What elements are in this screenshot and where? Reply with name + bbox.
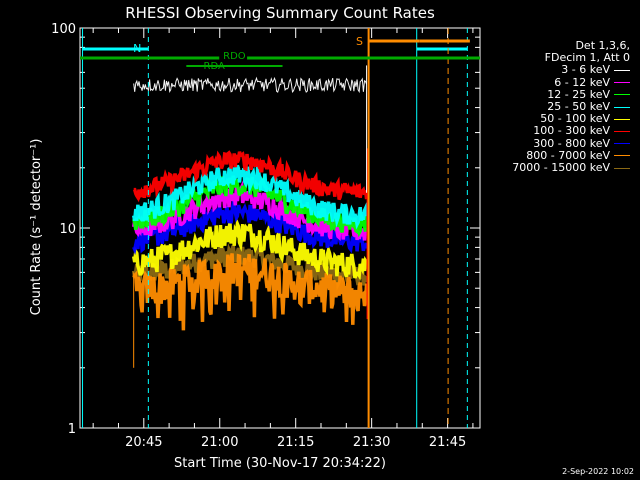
y-axis-label: Count Rate (s⁻¹ detector⁻¹): [29, 139, 44, 316]
legend-item: 300 - 800 keV: [512, 136, 630, 150]
legend-item-swatch: [614, 130, 630, 132]
legend-item: 100 - 300 keV: [512, 125, 630, 137]
legend-item: 7000 - 15000 keV: [512, 161, 630, 175]
rdo-gap: [219, 56, 248, 60]
legend-item-label: 800 - 7000 keV: [526, 148, 610, 162]
legend-item-swatch: [614, 82, 630, 84]
legend-item-label: 6 - 12 keV: [554, 75, 610, 89]
series-line: [132, 199, 369, 256]
legend-item-label: 25 - 50 keV: [547, 100, 610, 114]
rda-label: RDA: [204, 61, 225, 72]
legend-item-label: 50 - 100 keV: [540, 112, 610, 126]
legend-item-swatch: [614, 94, 630, 96]
chart-title: RHESSI Observing Summary Count Rates: [125, 4, 435, 22]
series-line: [133, 150, 369, 203]
x-axis-label: Start Time (30-Nov-17 20:34:22): [174, 456, 386, 471]
y-tick-label: 1: [68, 422, 76, 437]
legend-item-swatch: [614, 155, 630, 157]
legend-header-2: FDecim 1, Att 0: [544, 51, 630, 65]
series-line: [132, 253, 369, 331]
legend-item: 25 - 50 keV: [512, 100, 630, 114]
footer-date: 2-Sep-2022 10:02: [562, 467, 634, 476]
legend-rows: 3 - 6 keV 6 - 12 keV 12 - 25 keV 25 - 50 ke…: [512, 64, 630, 174]
legend-item-swatch: [614, 167, 630, 169]
data-layer: [131, 65, 369, 368]
legend-item: 12 - 25 keV: [512, 87, 630, 101]
legend-item-label: 7000 - 15000 keV: [512, 161, 610, 175]
legend-item: 800 - 7000 keV: [512, 148, 630, 162]
legend-item: 50 - 100 keV: [512, 113, 630, 125]
x-tick-label: 21:15: [277, 435, 314, 450]
y-tick-label: 100: [51, 22, 76, 37]
legend-item-label: 12 - 25 keV: [547, 87, 610, 101]
saa-label: S: [356, 35, 363, 48]
series-line: [131, 217, 369, 281]
legend-item-swatch: [614, 143, 630, 145]
legend-header-1: Det 1,3,6,: [575, 39, 630, 52]
y-tick-label: 10: [59, 222, 76, 237]
legend-item: 3 - 6 keV: [512, 64, 630, 76]
legend-item-label: 300 - 800 keV: [533, 136, 610, 150]
series-line: [133, 76, 368, 94]
legend-item-swatch: [614, 106, 630, 108]
rdo-label: RDO: [223, 51, 246, 62]
legend-item-label: 100 - 300 keV: [533, 124, 610, 138]
x-tick-label: 21:45: [429, 435, 466, 450]
legend-item-swatch: [614, 69, 630, 71]
legend-item-swatch: [614, 118, 630, 120]
series-line: [131, 164, 369, 230]
x-tick-label: 21:30: [353, 435, 390, 450]
legend: Det 1,3,6, FDecim 1, Att 0 3 - 6 keV 6 - …: [512, 39, 630, 174]
x-tick-label: 21:00: [201, 435, 238, 450]
legend-item-label: 3 - 6 keV: [561, 63, 610, 77]
legend-item: 6 - 12 keV: [512, 75, 630, 89]
night-label: N: [133, 42, 141, 55]
x-tick-label: 20:45: [125, 435, 162, 450]
axes-layer: 1 10 100 20:45 21:00 21:15 21:30 21:45: [51, 22, 481, 450]
